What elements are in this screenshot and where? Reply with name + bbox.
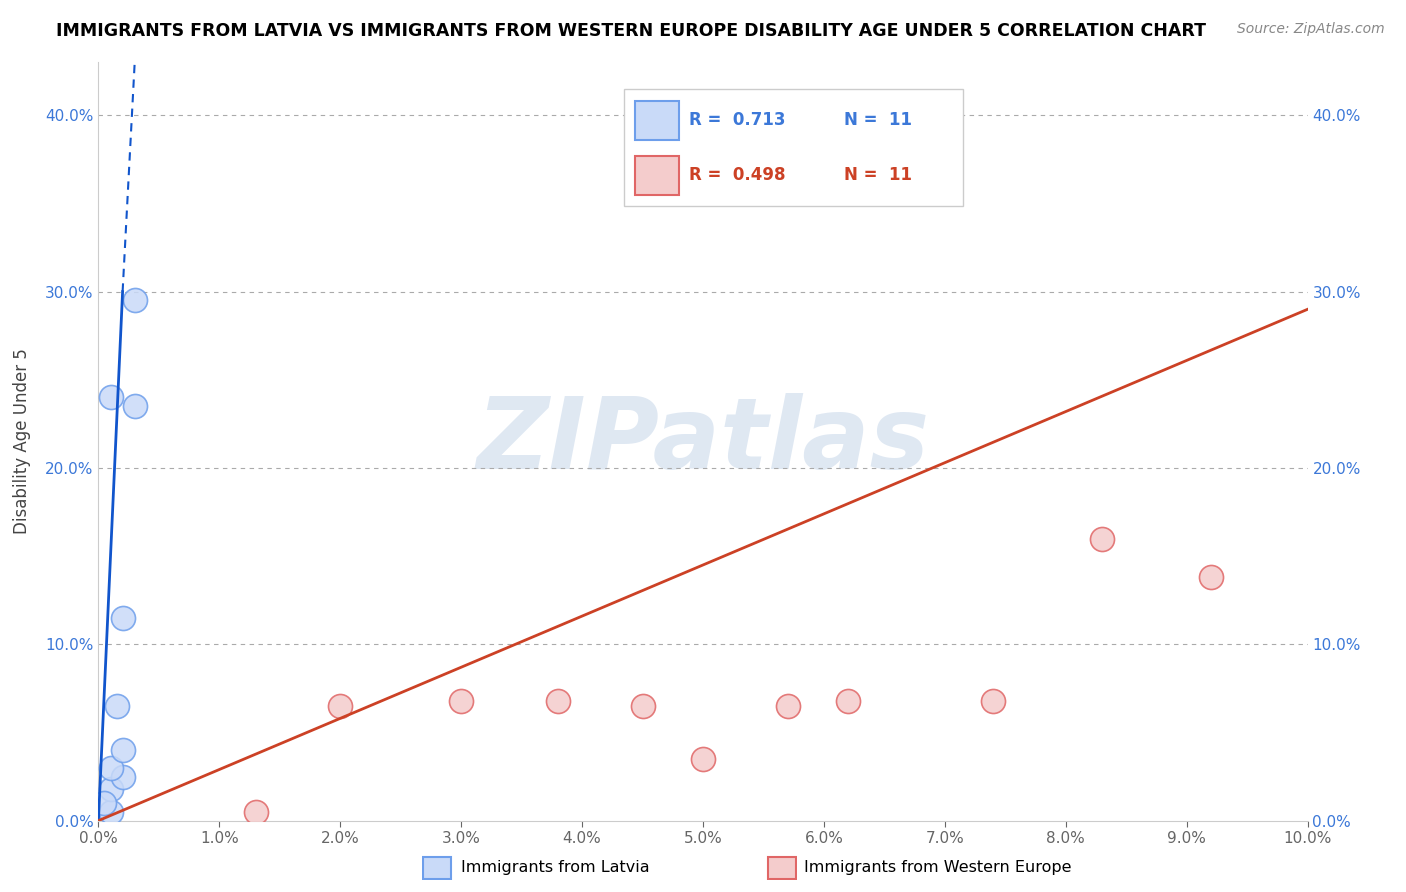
FancyBboxPatch shape xyxy=(423,856,451,880)
Text: ZIPatlas: ZIPatlas xyxy=(477,393,929,490)
Text: Source: ZipAtlas.com: Source: ZipAtlas.com xyxy=(1237,22,1385,37)
Point xyxy=(1199,570,1222,584)
Point xyxy=(837,694,859,708)
Point xyxy=(329,699,352,714)
Point xyxy=(111,770,134,784)
Y-axis label: Disability Age Under 5: Disability Age Under 5 xyxy=(13,349,31,534)
FancyBboxPatch shape xyxy=(768,856,796,880)
Text: IMMIGRANTS FROM LATVIA VS IMMIGRANTS FROM WESTERN EUROPE DISABILITY AGE UNDER 5 : IMMIGRANTS FROM LATVIA VS IMMIGRANTS FRO… xyxy=(56,22,1206,40)
Point xyxy=(93,796,115,810)
Point xyxy=(547,694,569,708)
Point xyxy=(631,699,654,714)
Point xyxy=(100,805,122,819)
Point xyxy=(111,743,134,757)
Point xyxy=(1091,532,1114,546)
Point xyxy=(692,752,714,766)
Point xyxy=(124,399,146,413)
Point xyxy=(105,699,128,714)
Point xyxy=(245,805,267,819)
Point xyxy=(100,391,122,405)
Point xyxy=(776,699,799,714)
Point xyxy=(124,293,146,308)
Text: Immigrants from Latvia: Immigrants from Latvia xyxy=(461,861,650,875)
Point xyxy=(111,611,134,625)
Point xyxy=(100,761,122,775)
Point xyxy=(981,694,1004,708)
Text: Immigrants from Western Europe: Immigrants from Western Europe xyxy=(804,861,1071,875)
Point xyxy=(100,781,122,796)
Point xyxy=(450,694,472,708)
